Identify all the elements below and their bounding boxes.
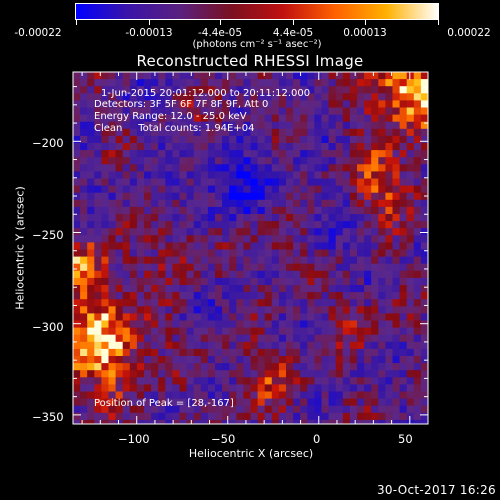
colorbar-tick-label: -0.00013	[125, 27, 173, 39]
chart-title: Reconstructed RHESSI Image	[136, 52, 364, 70]
colorbar-tick-label: 4.4e-05	[272, 27, 314, 39]
heatmap-image	[73, 72, 428, 424]
colorbar-tick-label: -4.4e-05	[197, 27, 243, 39]
colorbar-tick	[220, 20, 221, 25]
colorbar-tick	[149, 20, 150, 25]
x-tick-label: −50	[211, 432, 236, 446]
colorbar-tick-label: -0.00022	[14, 27, 62, 39]
annotation-energy: Energy Range: 12.0 - 25.0 keV	[94, 111, 247, 122]
annotation-method: Clean Total counts: 1.94E+04	[94, 123, 255, 134]
plot-frame	[72, 71, 429, 425]
x-tick-label: 50	[398, 432, 413, 446]
colorbar-tick-label: 0.00022	[447, 27, 491, 39]
footer-timestamp: 30-Oct-2017 16:26	[376, 483, 496, 497]
y-tick-label: −250	[32, 228, 64, 242]
colorbar-tick	[76, 20, 77, 25]
plot-area	[73, 72, 428, 424]
colorbar-tick	[293, 20, 294, 25]
x-tick-label: 0	[313, 432, 321, 446]
x-tick-label: −100	[118, 432, 150, 446]
y-tick-label: −300	[32, 320, 64, 334]
colorbar-tick	[365, 20, 366, 25]
y-axis-label: Heliocentric Y (arcsec)	[13, 186, 27, 310]
colorbar-tick-label: 0.00013	[343, 27, 387, 39]
annotation-time: 1-Jun-2015 20:01:12.000 to 20:11:12.000	[101, 88, 311, 99]
y-tick-label: −200	[32, 136, 64, 150]
annotation-peak: Position of Peak = [28,-167]	[94, 398, 234, 409]
y-tick-label: −350	[32, 410, 64, 424]
colorbar-tick	[438, 20, 439, 25]
colorbar	[75, 3, 439, 20]
x-axis-label: Heliocentric X (arcsec)	[188, 447, 314, 460]
annotation-detectors: Detectors: 3F 5F 6F 7F 8F 9F, Att 0	[94, 99, 269, 110]
colorbar-unit-label: (photons cm⁻² s⁻¹ asec⁻²)	[192, 39, 322, 50]
